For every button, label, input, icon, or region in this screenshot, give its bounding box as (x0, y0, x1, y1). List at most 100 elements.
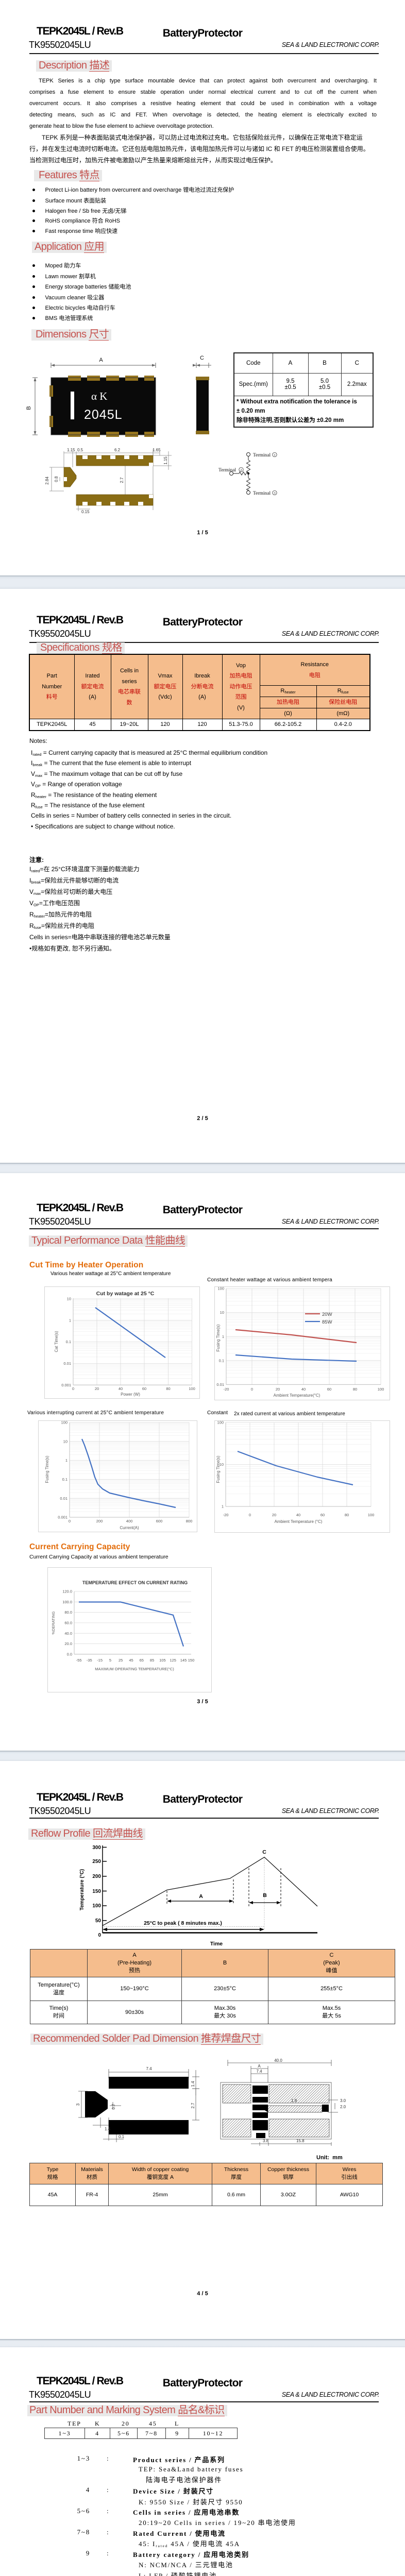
svg-text:100.0: 100.0 (62, 1600, 72, 1604)
svg-text:50: 50 (95, 1918, 102, 1924)
svg-text:60.0: 60.0 (64, 1621, 72, 1625)
svg-text:Cut by watage at 25 °C: Cut by watage at 25 °C (96, 1291, 155, 1297)
svg-text:A: A (199, 1893, 203, 1900)
svg-text:40.0: 40.0 (64, 1631, 72, 1636)
svg-text:1: 1 (69, 1318, 71, 1323)
svg-text:7.4: 7.4 (146, 2066, 152, 2071)
svg-text:60: 60 (327, 1387, 331, 1392)
svg-text:200: 200 (92, 1874, 101, 1879)
svg-text:0.001: 0.001 (58, 1515, 68, 1520)
svg-text:85W: 85W (322, 1319, 332, 1325)
svg-text:20W: 20W (322, 1312, 332, 1317)
svg-text:Ambient Temperature (°C): Ambient Temperature (°C) (275, 1519, 323, 1524)
svg-text:2: 2 (240, 468, 242, 472)
svg-text:C: C (200, 355, 204, 361)
svg-text:0.1: 0.1 (119, 2134, 125, 2139)
svg-text:200: 200 (96, 1519, 103, 1523)
svg-text:1.4: 1.4 (191, 2081, 195, 2087)
svg-text:0.8: 0.8 (54, 476, 59, 482)
svg-text:1.4: 1.4 (105, 2127, 111, 2131)
svg-text:45: 45 (129, 1658, 133, 1663)
svg-text:-15: -15 (97, 1658, 103, 1663)
svg-text:3: 3 (76, 2103, 80, 2106)
svg-text:60: 60 (142, 1386, 146, 1391)
svg-text:1.15: 1.15 (67, 448, 75, 452)
svg-text:1.15: 1.15 (163, 456, 168, 465)
svg-text:40: 40 (301, 1387, 306, 1392)
svg-text:2045L: 2045L (84, 408, 123, 422)
svg-text:0.0: 0.0 (67, 1652, 72, 1656)
svg-text:400: 400 (126, 1519, 133, 1523)
svg-text:25°C to peak ( 8 minutes max.): 25°C to peak ( 8 minutes max.) (144, 1920, 222, 1926)
svg-text:0.001: 0.001 (61, 1383, 71, 1387)
svg-text:Terminal: Terminal (218, 468, 237, 473)
svg-text:MAXIMUM OPERATING TEMPERATURE(: MAXIMUM OPERATING TEMPERATURE(°C) (95, 1667, 174, 1671)
svg-text:0.1: 0.1 (219, 1358, 224, 1363)
svg-text:-20: -20 (224, 1387, 229, 1392)
svg-text:80: 80 (166, 1386, 170, 1391)
svg-text:0.01: 0.01 (60, 1496, 68, 1501)
svg-text:%DERATING: %DERATING (51, 1611, 56, 1634)
svg-text:0.01: 0.01 (216, 1382, 224, 1387)
svg-text:7.4: 7.4 (256, 2069, 262, 2074)
svg-text:60: 60 (320, 1513, 325, 1517)
svg-text:0: 0 (69, 1519, 71, 1523)
svg-text:2.84: 2.84 (45, 477, 49, 485)
svg-text:0.1: 0.1 (62, 1477, 68, 1482)
svg-text:Power (W): Power (W) (121, 1392, 140, 1397)
svg-text:1.65: 1.65 (153, 448, 161, 452)
svg-text:0: 0 (72, 1386, 74, 1391)
svg-text:80: 80 (345, 1513, 349, 1517)
svg-text:20: 20 (95, 1386, 99, 1391)
svg-text:105: 105 (159, 1658, 166, 1663)
svg-text:Ambient Temperature(°C): Ambient Temperature(°C) (274, 1393, 320, 1398)
svg-text:3.8: 3.8 (263, 2139, 269, 2143)
svg-text:80: 80 (353, 1387, 357, 1392)
svg-text:5: 5 (109, 1658, 111, 1663)
svg-text:Cat Time(s): Cat Time(s) (54, 1331, 59, 1352)
svg-text:0.7: 0.7 (111, 2104, 116, 2110)
svg-text:100: 100 (378, 1387, 384, 1392)
svg-text:1: 1 (274, 453, 275, 457)
svg-text:10: 10 (67, 1297, 71, 1301)
svg-text:40: 40 (296, 1513, 300, 1517)
svg-text:0: 0 (251, 1387, 253, 1392)
svg-text:Temperature (°C): Temperature (°C) (79, 1869, 85, 1911)
svg-text:A: A (99, 357, 103, 363)
svg-text:100: 100 (217, 1286, 224, 1291)
svg-text:2.7: 2.7 (191, 2103, 195, 2109)
svg-text:100: 100 (92, 1903, 101, 1909)
svg-text:150: 150 (188, 1658, 195, 1663)
svg-text:100: 100 (189, 1386, 195, 1391)
svg-text:2.7: 2.7 (120, 477, 124, 483)
svg-text:3: 3 (274, 492, 275, 495)
svg-text:0: 0 (98, 1933, 101, 1938)
svg-text:120.0: 120.0 (62, 1589, 72, 1594)
svg-text:0.5: 0.5 (77, 448, 83, 452)
svg-text:20.0: 20.0 (64, 1641, 72, 1646)
svg-text:100: 100 (61, 1420, 68, 1425)
svg-text:25: 25 (119, 1658, 123, 1663)
svg-text:0.1: 0.1 (66, 1340, 71, 1344)
svg-text:100: 100 (368, 1513, 375, 1517)
svg-text:1: 1 (222, 1504, 224, 1509)
svg-text:40: 40 (119, 1386, 123, 1391)
svg-text:Time: Time (210, 1941, 223, 1947)
svg-text:800: 800 (186, 1519, 193, 1523)
svg-text:Terminal: Terminal (253, 453, 271, 458)
svg-text:0.01: 0.01 (63, 1361, 71, 1366)
svg-text:-35: -35 (87, 1658, 92, 1663)
svg-text:0: 0 (249, 1513, 251, 1517)
svg-text:145: 145 (180, 1658, 187, 1663)
svg-text:250: 250 (92, 1859, 101, 1865)
svg-text:150: 150 (92, 1889, 101, 1894)
svg-text:10: 10 (63, 1439, 68, 1444)
svg-text:125: 125 (170, 1658, 176, 1663)
svg-text:1.9: 1.9 (291, 2098, 297, 2103)
svg-text:-55: -55 (76, 1658, 82, 1663)
svg-text:TEMPERATURE EFFECT ON CURRENT: TEMPERATURE EFFECT ON CURRENT RATING (82, 1580, 188, 1585)
svg-text:10: 10 (220, 1310, 224, 1315)
svg-text:20: 20 (276, 1387, 280, 1392)
svg-text:Fusing Time(s): Fusing Time(s) (216, 1324, 221, 1351)
svg-text:-20: -20 (223, 1513, 229, 1517)
